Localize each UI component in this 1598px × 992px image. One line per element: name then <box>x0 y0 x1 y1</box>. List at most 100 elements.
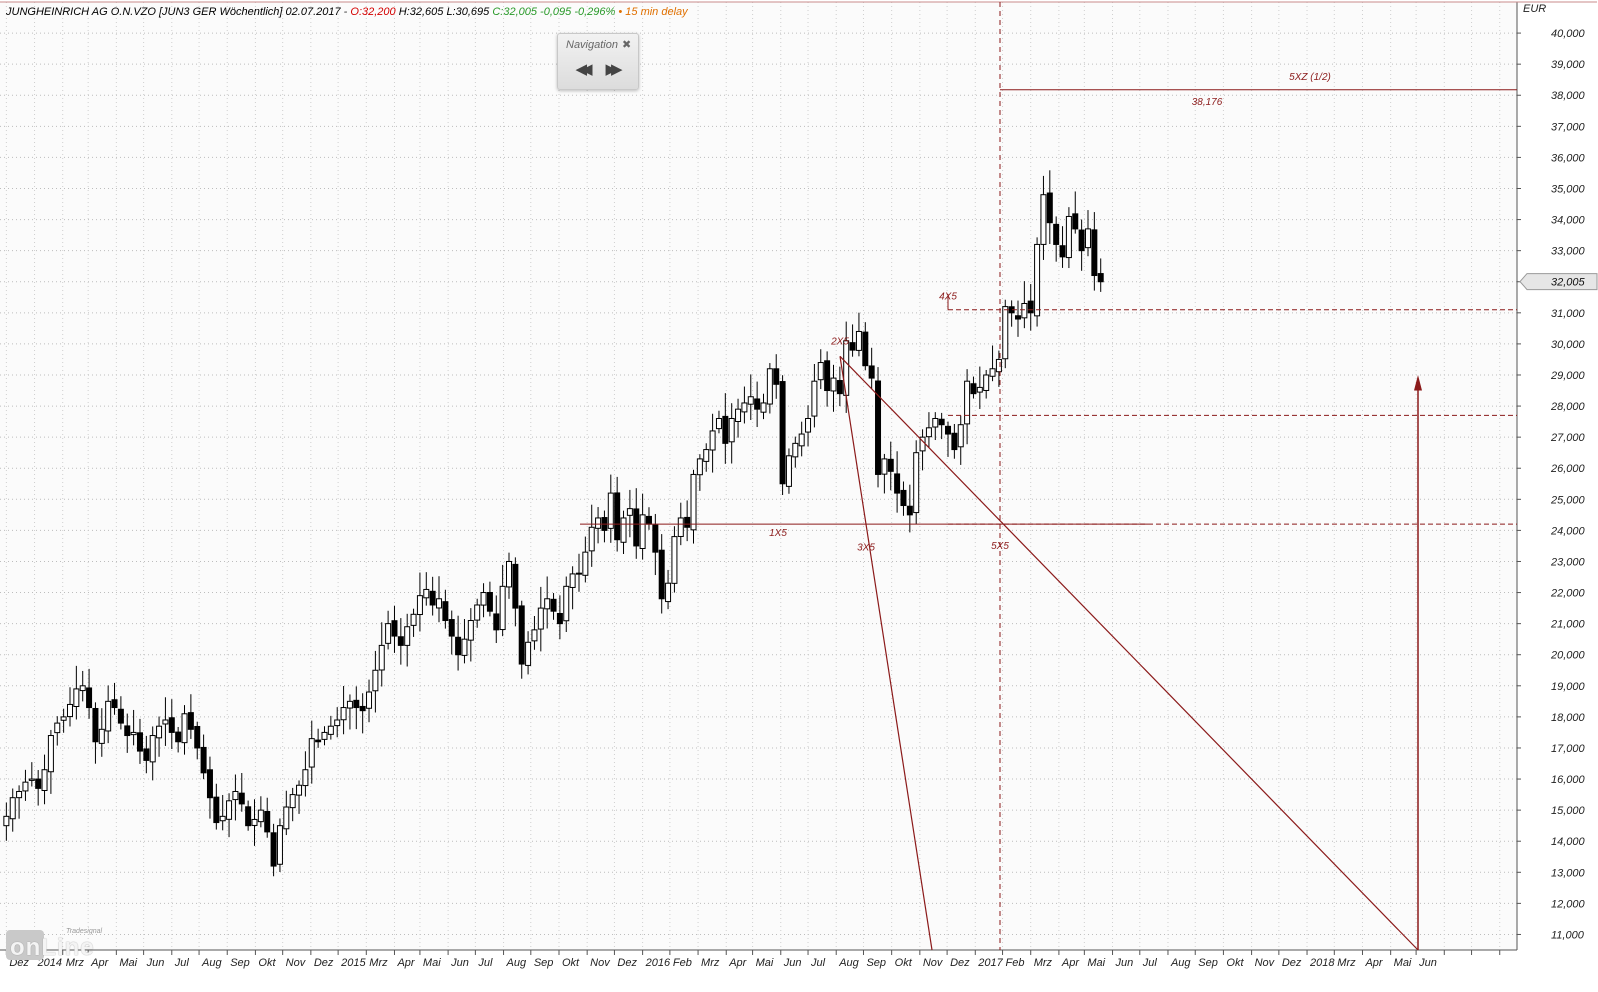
quote-date: 02.07.2017 <box>285 6 341 18</box>
candle <box>296 780 303 814</box>
candle-body <box>639 514 646 550</box>
candle-body <box>1084 228 1091 249</box>
candle-body <box>124 725 131 737</box>
candle <box>461 619 468 664</box>
candle-body <box>16 790 23 799</box>
candle-body <box>92 707 99 743</box>
candle-body <box>849 342 856 351</box>
y-tick-label: 37,000 <box>1551 121 1586 133</box>
candle <box>340 686 347 735</box>
close-icon[interactable]: ✖ <box>622 39 632 51</box>
x-tick-label: Mrz <box>1034 957 1053 969</box>
current-price-label: 32,005 <box>1551 277 1586 289</box>
navigation-panel[interactable]: Navigation ✖ ◀◀ ▶▶ <box>557 33 639 90</box>
candle <box>569 566 576 610</box>
candle-body <box>1065 215 1072 259</box>
candle-body <box>563 585 570 622</box>
candle-body <box>512 563 519 609</box>
candle-body <box>735 408 742 422</box>
y-tick-label: 40,000 <box>1551 28 1586 40</box>
candle <box>130 709 137 746</box>
candle-body <box>747 396 754 405</box>
candle-body <box>372 669 379 692</box>
candle-body <box>805 417 812 433</box>
candle-body <box>232 790 239 801</box>
candle <box>556 595 563 640</box>
candle <box>238 773 245 812</box>
annotation-label: 2X5 <box>830 336 849 347</box>
candle-body <box>945 425 952 435</box>
candle-body <box>28 778 35 781</box>
candle-body <box>486 591 493 612</box>
candle <box>391 605 398 653</box>
y-tick-label: 13,000 <box>1551 867 1586 879</box>
candle <box>970 376 977 399</box>
candle <box>773 354 780 399</box>
x-tick-label: Nov <box>590 957 611 969</box>
candle-body <box>792 442 799 458</box>
candle-body <box>773 368 780 385</box>
candle <box>1034 237 1041 327</box>
x-tick-label: Mrz <box>369 957 388 969</box>
x-tick-label: Jul <box>810 957 826 969</box>
candle-body <box>35 778 42 789</box>
candle <box>1027 284 1034 331</box>
x-tick-label: Jul <box>174 957 190 969</box>
x-tick-label: Dez <box>314 957 334 969</box>
x-tick-label: Mai <box>119 957 137 969</box>
x-tick-label: Mrz <box>1337 957 1356 969</box>
candle-body <box>811 380 818 417</box>
x-tick-label: Dez <box>9 957 29 969</box>
x-tick-label: Nov <box>286 957 307 969</box>
x-tick-label: Nov <box>923 957 944 969</box>
candle-body <box>626 508 633 516</box>
candle-body <box>900 489 907 507</box>
candle <box>264 797 271 838</box>
candle-body <box>86 687 93 709</box>
candle-body <box>136 732 143 752</box>
candle <box>334 707 341 738</box>
delay-text: 15 min delay <box>625 6 688 18</box>
candle-body <box>595 517 602 529</box>
candle-body <box>264 811 271 833</box>
candle <box>1078 219 1085 271</box>
x-tick-label: Jun <box>146 957 165 969</box>
candle <box>219 794 226 831</box>
candle-body <box>830 377 837 392</box>
y-tick-label: 14,000 <box>1551 836 1586 848</box>
candle <box>257 796 264 828</box>
annotation-label: 3X5 <box>857 542 875 553</box>
candle-body <box>175 731 182 743</box>
rewind-icon[interactable]: ◀◀ <box>575 61 592 78</box>
candle <box>455 615 462 671</box>
fast-forward-icon[interactable]: ▶▶ <box>605 61 622 78</box>
candle <box>620 510 627 554</box>
candle <box>544 576 551 629</box>
x-tick-label: 2014 <box>37 957 62 969</box>
candle <box>671 526 678 593</box>
candle <box>894 451 901 513</box>
y-tick-label: 17,000 <box>1551 743 1586 755</box>
candle-body <box>302 769 309 787</box>
candle <box>493 595 500 644</box>
candle-body <box>906 505 913 516</box>
candle-body <box>340 707 347 721</box>
low-value: L:30,695 <box>446 6 490 18</box>
candle-body <box>925 427 932 438</box>
candle-body <box>143 748 150 761</box>
x-tick-label: Sep <box>866 957 886 969</box>
candle-body <box>73 688 80 708</box>
candle-body <box>455 636 462 656</box>
candle-body <box>938 418 945 426</box>
close-value: C:32,005 <box>492 6 537 18</box>
candle-body <box>270 832 277 867</box>
y-tick-label: 15,000 <box>1551 805 1586 817</box>
y-tick-label: 38,000 <box>1551 90 1586 102</box>
candle <box>1021 281 1028 329</box>
x-tick-label: 2015 <box>340 957 366 969</box>
candle-body <box>499 585 506 631</box>
candle-body <box>798 433 805 447</box>
candle-body <box>206 769 213 799</box>
candle <box>181 705 188 755</box>
